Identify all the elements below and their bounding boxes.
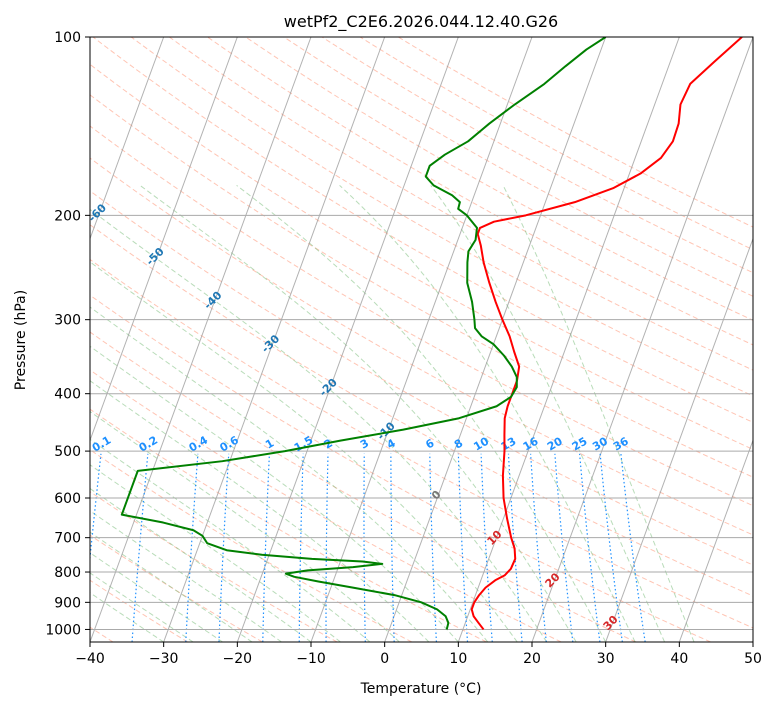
background-lines [90, 37, 753, 642]
x-tick-label: 30 [597, 651, 615, 667]
isotherm [384, 37, 607, 642]
isotherm [678, 438, 753, 642]
y-axis-label: Pressure (hPa) [13, 290, 29, 390]
y-tick-label: 600 [54, 491, 81, 507]
dry-adiabat [90, 294, 711, 642]
dry-adiabat [398, 37, 753, 228]
pressure-gridlines [90, 37, 753, 630]
x-tick-label: 50 [744, 651, 762, 667]
dry-adiabat [90, 369, 562, 642]
moist-adiabat [90, 510, 282, 642]
mixing-ratio-line [131, 453, 149, 642]
dry-adiabat [90, 534, 263, 642]
moist-adiabat [90, 306, 489, 642]
mixing-ratio-line [185, 453, 199, 642]
isotherm [310, 37, 533, 642]
temperature-line [470, 37, 743, 631]
plot-frame [89, 36, 754, 643]
isotherm [90, 37, 238, 442]
mixing-ratio-line [429, 453, 438, 642]
x-tick-label: 40 [670, 651, 688, 667]
isotherm [605, 237, 753, 642]
moist-adiabat [339, 184, 636, 642]
isotherm [236, 37, 459, 642]
x-tick-label: −10 [296, 651, 326, 667]
isotherm [163, 37, 386, 642]
dry-adiabat [90, 224, 753, 597]
dry-adiabat [359, 37, 753, 251]
y-tick-label: 700 [54, 531, 81, 547]
y-tick-label: 900 [54, 595, 81, 611]
y-tick-label: 200 [54, 208, 81, 224]
dry-adiabat [90, 258, 753, 629]
moist-adiabat [90, 552, 223, 642]
moist-adiabat [502, 185, 695, 642]
mixing-ratio-line [530, 453, 547, 642]
dry-adiabat [90, 331, 637, 642]
dry-adiabat [90, 94, 753, 478]
isotherm [90, 37, 312, 642]
y-tick-label: 400 [54, 387, 81, 403]
dewpoint-line [120, 37, 607, 630]
dry-adiabat [283, 37, 753, 297]
y-tick-label: 500 [54, 444, 81, 460]
dry-adiabat [92, 37, 753, 423]
x-axis: −40 −30 −20 −10 0 10 20 30 40 50 [75, 642, 762, 667]
moist-adiabat [90, 261, 518, 642]
mixing-ratio-line [507, 453, 523, 642]
dry-adiabat [90, 63, 753, 450]
x-tick-label: 0 [380, 651, 389, 667]
mixing-ratio-line [218, 453, 230, 642]
moist-adiabat [90, 438, 371, 642]
mixing-ratio-line [363, 453, 366, 642]
y-tick-label: 1000 [45, 622, 81, 638]
mixing-ratio-line [457, 453, 469, 642]
moist-adiabat [139, 184, 577, 642]
moist-adiabat [90, 487, 312, 642]
moist-adiabat [90, 208, 548, 642]
x-tick-label: −30 [149, 651, 179, 667]
x-tick-label: −20 [223, 651, 253, 667]
dry-adiabat [245, 37, 753, 321]
dry-adiabat [130, 37, 753, 397]
dry-adiabat [169, 37, 753, 371]
isotherm [90, 37, 165, 241]
y-axis: 100 200 300 400 500 600 700 800 900 1000 [45, 30, 90, 638]
y-tick-label: 800 [54, 565, 81, 581]
x-axis-label: Temperature (°C) [360, 681, 482, 697]
x-tick-label: 20 [523, 651, 541, 667]
dry-adiabat [90, 190, 753, 566]
chart-title: wetPf2_C2E6.2026.044.12.40.G26 [284, 12, 558, 32]
mixing-ratio-line [298, 453, 304, 642]
moist-adiabat [90, 410, 400, 642]
isotherm [457, 37, 680, 642]
moist-adiabat [236, 184, 607, 642]
dry-adiabat [90, 408, 487, 642]
moist-adiabat [90, 531, 253, 642]
x-tick-label: 10 [449, 651, 467, 667]
moist-adiabat [430, 185, 666, 642]
mixing-ratio-line [262, 453, 271, 642]
mixing-ratio-line [480, 453, 493, 642]
y-tick-label: 300 [54, 313, 81, 329]
profile-series [120, 37, 743, 631]
x-tick-label: −40 [75, 651, 105, 667]
isotherm [531, 37, 753, 642]
y-tick-label: 100 [54, 30, 81, 46]
mixing-ratio-line [325, 453, 329, 642]
mixing-ratio-line [390, 453, 395, 642]
